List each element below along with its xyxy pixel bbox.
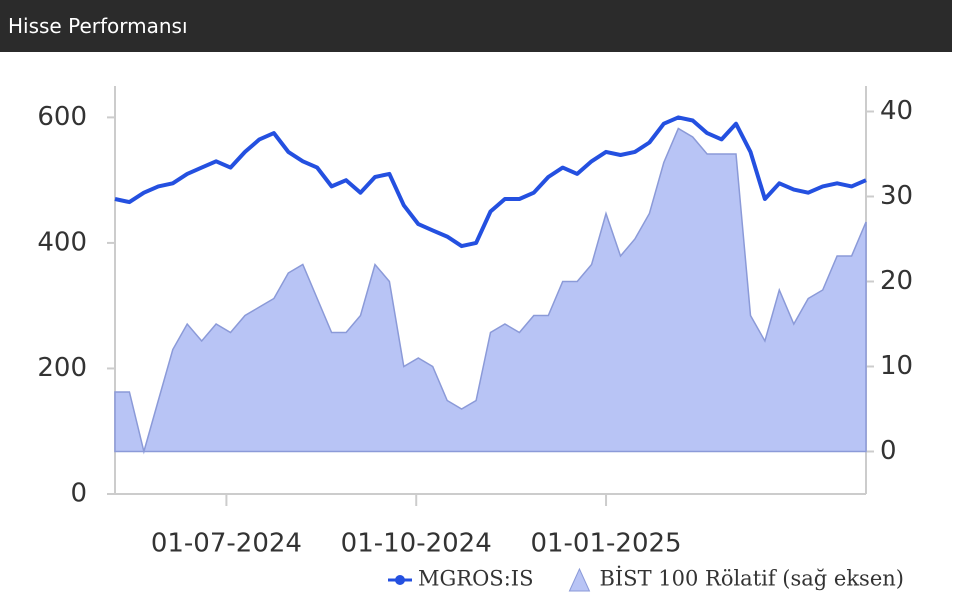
y2-tick-label: 30 <box>880 181 913 211</box>
x-tick-label: 01-07-2024 <box>151 529 302 559</box>
x-tick-label: 01-01-2025 <box>530 529 681 559</box>
y2-tick-label: 0 <box>880 436 897 466</box>
x-tick-label: 01-10-2024 <box>341 529 492 559</box>
y-tick-label: 0 <box>70 479 87 509</box>
line <box>114 115 867 249</box>
y-tick-label: 600 <box>37 102 87 132</box>
legend-label: BİST 100 Rölatif (sağ eksen) <box>599 567 904 591</box>
legend-swatch <box>568 567 591 592</box>
area <box>114 127 867 455</box>
y-tick-label: 200 <box>37 353 87 383</box>
panel-header: Hisse Performansı <box>0 0 952 52</box>
legend-marker <box>395 575 405 585</box>
y2-tick-label: 20 <box>880 266 913 296</box>
legend-label: MGROS:IS <box>418 567 533 591</box>
y2-tick-label: 40 <box>880 96 913 126</box>
y2-tick-label: 10 <box>880 351 913 381</box>
y-tick-label: 400 <box>37 227 87 257</box>
